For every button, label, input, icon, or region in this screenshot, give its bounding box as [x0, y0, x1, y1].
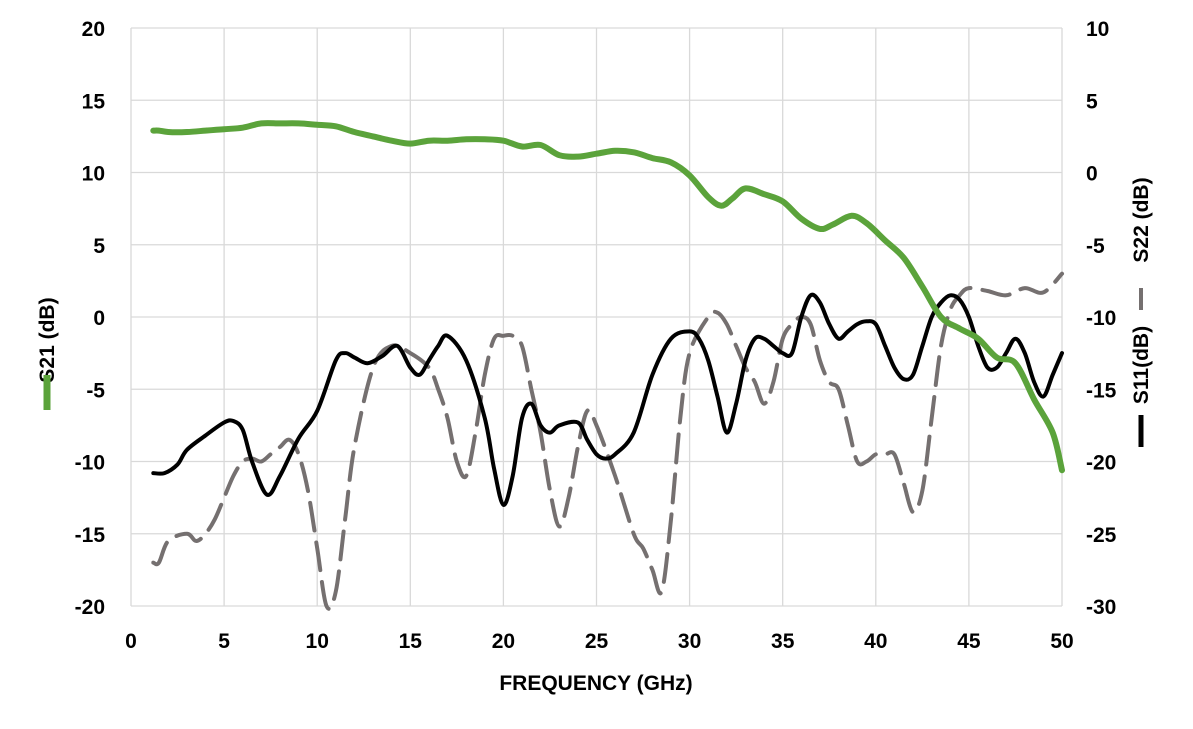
left-axis-title: S21 (dB)	[36, 297, 59, 410]
gridlines	[130, 27, 1063, 607]
x-tick-label: 5	[218, 630, 230, 653]
y-left-tick-label: 10	[82, 163, 105, 186]
y-left-tick-label: -5	[86, 379, 105, 402]
right-axis-title-s22: S22 (dB)	[1130, 177, 1153, 310]
x-tick-label: 50	[1050, 630, 1073, 653]
y-right-tick-label: -30	[1086, 596, 1116, 619]
x-tick-label: 20	[492, 630, 515, 653]
x-axis-title: FREQUENCY (GHz)	[499, 672, 692, 695]
y-right-tick-label: 0	[1086, 163, 1098, 186]
s11-line	[151, 292, 1064, 507]
y-left-tick-label: 20	[82, 18, 105, 41]
x-tick-label: 35	[771, 630, 795, 653]
y-right-tick-label: -15	[1086, 379, 1117, 402]
x-tick-label: 40	[864, 630, 887, 653]
y-right-tick-label: 10	[1086, 18, 1109, 41]
y-left-tick-label: -20	[75, 596, 105, 619]
y-left-tick-label: -15	[75, 524, 106, 547]
s22-line	[151, 271, 1064, 611]
x-tick-label: 15	[399, 630, 423, 653]
y-left-tick-label: 15	[82, 90, 106, 113]
y-right-tick-label: -10	[1086, 307, 1116, 330]
x-tick-label: 0	[125, 630, 137, 653]
x-tick-label: 10	[306, 630, 329, 653]
s22-axis-label: S22 (dB)	[1130, 177, 1153, 262]
y-left-tick-label: 5	[93, 235, 105, 258]
x-tick-label: 30	[678, 630, 701, 653]
series-layer	[150, 120, 1065, 611]
s21-axis-label: S21 (dB)	[36, 297, 59, 382]
s11-axis-label: S11(dB)	[1130, 326, 1153, 404]
y-right-tick-label: 5	[1086, 90, 1098, 113]
tick-labels: 0 5 10 15 20 25 30 35 40 45 5020151050-5-10-15-201…	[75, 18, 1117, 653]
s21-line	[150, 120, 1065, 474]
y-left-tick-label: 0	[93, 307, 105, 330]
y-left-tick-label: -10	[75, 452, 105, 475]
y-right-tick-label: -20	[1086, 452, 1116, 475]
y-right-tick-label: -5	[1086, 235, 1105, 258]
x-tick-label: 25	[585, 630, 609, 653]
right-axis-title-s11: S11(dB)	[1130, 326, 1153, 447]
x-tick-label: 45	[957, 630, 981, 653]
y-right-tick-label: -25	[1086, 524, 1117, 547]
